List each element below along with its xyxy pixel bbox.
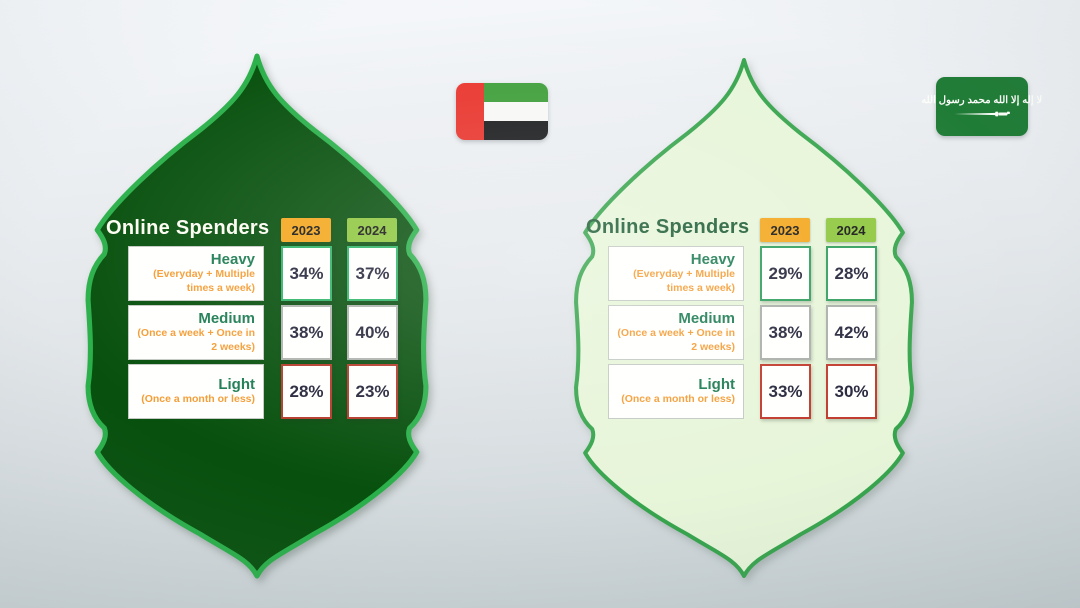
uae-panel-title: Online Spenders [106,217,270,239]
row-label: Heavy [210,251,255,269]
ksa-lantern-shape [574,58,914,578]
ksa-lantern-path [574,58,914,578]
row-description: (Everyday + Multiple times a week) [633,268,735,295]
ksa-row-label-light: Light (Once a month or less) [608,364,744,419]
ksa-medium-2023-value: 38% [760,305,811,360]
ksa-year-badge-2023: 2023 [760,218,810,242]
uae-flag-stripes [484,83,548,140]
uae-flag-red-band [456,83,484,140]
uae-light-2024-value: 23% [347,364,398,419]
uae-row-label-light: Light (Once a month or less) [128,364,264,419]
row-description: (Once a week + Once in 2 weeks) [137,327,255,354]
ksa-light-2023-value: 33% [760,364,811,419]
ksa-heavy-2023-value: 29% [760,246,811,301]
row-label: Medium [678,310,735,328]
ksa-year-badge-2024: 2024 [826,218,876,242]
ksa-row-label-heavy: Heavy (Everyday + Multiple times a week) [608,246,744,301]
uae-row-label-medium: Medium (Once a week + Once in 2 weeks) [128,305,264,360]
ksa-medium-2024-value: 42% [826,305,877,360]
uae-heavy-2023-value: 34% [281,246,332,301]
ksa-flag-icon: لا إله إلا الله محمد رسول الله [922,77,1042,136]
sword-icon [954,111,1010,116]
ksa-light-2024-value: 30% [826,364,877,419]
ksa-heavy-2024-value: 28% [826,246,877,301]
row-description: (Everyday + Multiple times a week) [153,268,255,295]
uae-heavy-2024-value: 37% [347,246,398,301]
uae-flag-icon [456,83,548,140]
uae-flag-white-stripe [484,102,548,121]
row-label: Medium [198,310,255,328]
ksa-row-label-medium: Medium (Once a week + Once in 2 weeks) [608,305,744,360]
uae-light-2023-value: 28% [281,364,332,419]
uae-row-label-heavy: Heavy (Everyday + Multiple times a week) [128,246,264,301]
uae-medium-2024-value: 40% [347,305,398,360]
uae-year-badge-2023: 2023 [281,218,331,242]
uae-flag-green-stripe [484,83,548,102]
row-description: (Once a month or less) [621,393,735,406]
uae-flag-black-stripe [484,121,548,140]
uae-year-badge-2024: 2024 [347,218,397,242]
row-label: Light [218,376,255,394]
row-label: Light [698,376,735,394]
ksa-panel-title: Online Spenders [586,216,750,238]
row-description: (Once a month or less) [141,393,255,406]
row-description: (Once a week + Once in 2 weeks) [617,327,735,354]
row-label: Heavy [690,251,735,269]
uae-medium-2023-value: 38% [281,305,332,360]
shahada-script: لا إله إلا الله محمد رسول الله [921,94,1043,106]
